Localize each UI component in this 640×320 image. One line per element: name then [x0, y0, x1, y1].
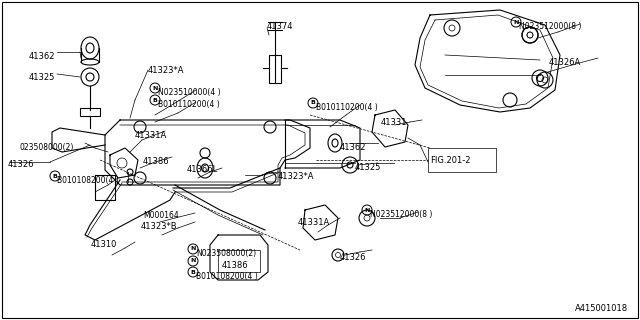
Text: N023512000(8 ): N023512000(8 ) [370, 210, 433, 219]
Text: N: N [190, 246, 196, 252]
Text: 41386: 41386 [143, 157, 170, 166]
Text: B010110200(4 ): B010110200(4 ) [158, 100, 220, 109]
Text: N023508000(2): N023508000(2) [196, 249, 256, 258]
Text: B: B [52, 173, 58, 179]
Text: 41374: 41374 [267, 22, 294, 31]
Text: 41386: 41386 [222, 261, 248, 270]
Text: 41362: 41362 [340, 143, 367, 152]
Text: 41323*A: 41323*A [148, 66, 184, 75]
Text: 41323*B: 41323*B [141, 222, 178, 231]
Text: 41331A: 41331A [298, 218, 330, 227]
Text: 41331: 41331 [381, 118, 408, 127]
Text: N: N [364, 207, 370, 212]
Text: B010110200(4 ): B010110200(4 ) [316, 103, 378, 112]
Text: 41326: 41326 [340, 253, 367, 262]
Text: A415001018: A415001018 [575, 304, 628, 313]
Text: 41325: 41325 [355, 163, 381, 172]
Bar [428, 148, 496, 172]
Text: 41325: 41325 [29, 73, 55, 82]
Text: N: N [513, 20, 518, 25]
Text: M000164: M000164 [143, 211, 179, 220]
Bar [218, 250, 260, 272]
Text: B: B [310, 100, 316, 106]
Text: N: N [190, 259, 196, 263]
Text: 41326: 41326 [8, 160, 35, 169]
Text: N023512000(8 ): N023512000(8 ) [519, 22, 581, 31]
Text: 41331A: 41331A [135, 131, 167, 140]
Text: 41326A: 41326A [549, 58, 581, 67]
Text: 41362: 41362 [29, 52, 55, 61]
Text: N023510000(4 ): N023510000(4 ) [158, 88, 221, 97]
Bar [80, 108, 100, 116]
Text: N: N [152, 85, 157, 91]
Text: 41366L: 41366L [187, 165, 218, 174]
Text: B010108200(4 ): B010108200(4 ) [57, 176, 119, 185]
Text: 023508000(2): 023508000(2) [20, 143, 74, 152]
Text: 41310: 41310 [91, 240, 117, 249]
Bar [269, 55, 281, 83]
Text: 41323*A: 41323*A [278, 172, 314, 181]
Text: B010108200(4 ): B010108200(4 ) [196, 272, 258, 281]
Text: FIG.201-2: FIG.201-2 [430, 156, 470, 165]
Text: B: B [152, 98, 157, 102]
Text: B: B [191, 269, 195, 275]
